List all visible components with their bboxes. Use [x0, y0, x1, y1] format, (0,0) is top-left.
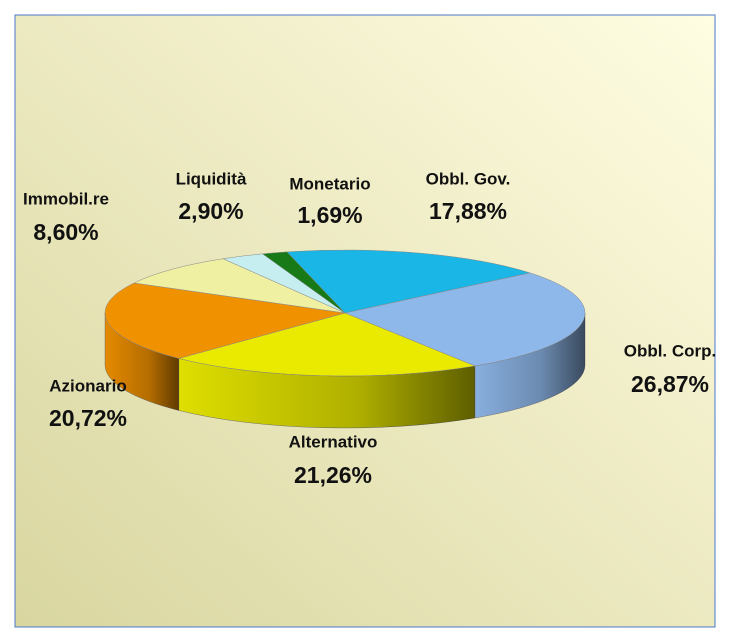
slice-label: Obbl. Corp.: [624, 341, 717, 360]
pie-side-shade: [178, 358, 475, 428]
slice-label: Immobil.re: [23, 189, 109, 208]
slice-label: Monetario: [289, 174, 370, 193]
slice-value-label: 20,72%: [49, 405, 127, 431]
slice-label: Liquidità: [176, 169, 247, 188]
slice-label: Alternativo: [289, 432, 378, 451]
pie-slice: [261, 251, 346, 314]
pie-slice: [286, 249, 531, 314]
pie-slice: [177, 312, 476, 377]
slice-value-label: 1,69%: [297, 202, 362, 228]
pie-slice: [344, 272, 586, 367]
slice-value-label: 2,90%: [178, 198, 243, 224]
pie-slice: [104, 282, 346, 359]
pie-side-shade: [474, 313, 585, 418]
slice-value-label: 8,60%: [33, 219, 98, 245]
slice-value-label: 26,87%: [631, 371, 709, 397]
slice-label: Azionario: [49, 376, 126, 395]
pie-slice: [133, 258, 346, 314]
slice-label: Obbl. Gov.: [426, 169, 511, 188]
slice-value-label: 21,26%: [294, 462, 372, 488]
slice-value-label: 17,88%: [429, 198, 507, 224]
